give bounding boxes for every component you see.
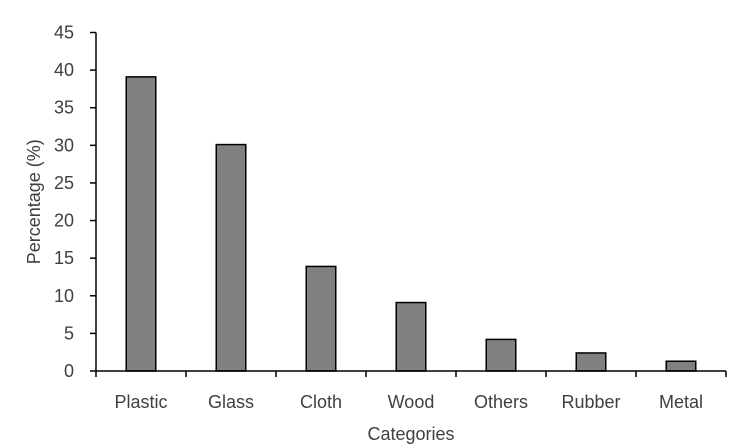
- y-tick-label: 30: [54, 135, 74, 155]
- y-tick-label: 20: [54, 211, 74, 231]
- x-axis-title: Categories: [367, 424, 454, 444]
- x-tick-label: Rubber: [561, 392, 620, 412]
- x-tick-label: Cloth: [300, 392, 342, 412]
- bars: [125, 76, 697, 372]
- bar-others: [485, 338, 517, 372]
- bar-plastic: [125, 76, 157, 372]
- x-tick-label: Glass: [208, 392, 254, 412]
- y-axis-title: Percentage (%): [24, 139, 44, 264]
- y-tick-label: 35: [54, 98, 74, 118]
- y-tick-label: 10: [54, 286, 74, 306]
- x-axis-ticks: Plastic Glass Cloth Wood Others Rubber Metal: [95, 371, 727, 412]
- y-axis-ticks: 0 5 10 15 20 25 30 35 40 45: [54, 23, 96, 381]
- y-tick-label: 15: [54, 248, 74, 268]
- x-tick-label: Metal: [659, 392, 703, 412]
- y-tick-label: 5: [64, 323, 74, 343]
- x-tick-label: Wood: [388, 392, 435, 412]
- x-tick-label: Others: [474, 392, 528, 412]
- bar-cloth: [305, 265, 337, 372]
- y-tick-label: 45: [54, 23, 74, 43]
- y-tick-label: 25: [54, 173, 74, 193]
- bar-wood: [395, 301, 427, 372]
- bar-rubber: [575, 352, 607, 372]
- bar-metal: [665, 360, 697, 372]
- y-tick-label: 0: [64, 361, 74, 381]
- bar-glass: [215, 143, 247, 372]
- y-tick-label: 40: [54, 60, 74, 80]
- x-tick-label: Plastic: [114, 392, 167, 412]
